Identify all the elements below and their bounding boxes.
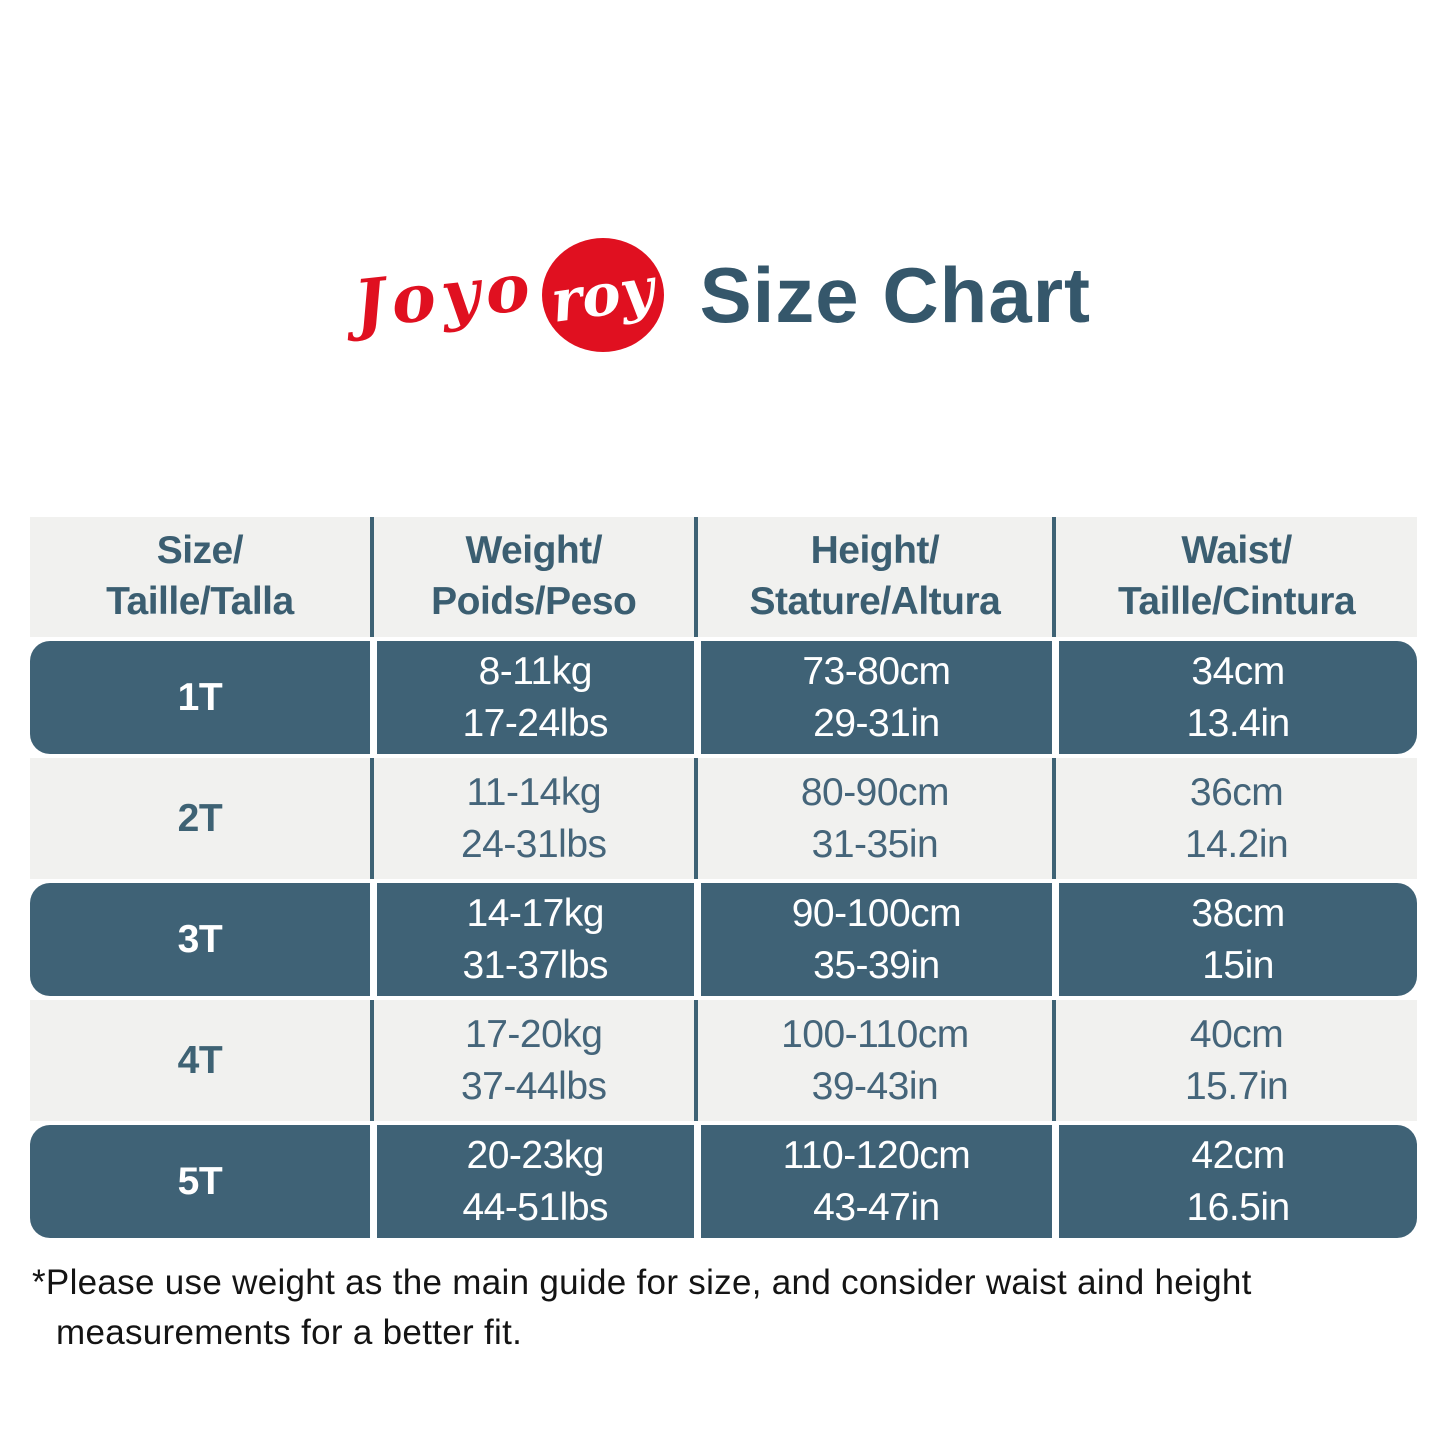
brand-and-title-row: Joyo roy Size Chart (0, 238, 1445, 352)
header-size: Size/ Taille/Talla (106, 529, 294, 623)
cell-weight: 14-17kg 31-37lbs (369, 883, 694, 996)
table-row-2t: 2T 11-14kg 24-31lbs 80-90cm 31-35in 36cm… (30, 758, 1417, 879)
cell-weight: 11-14kg 24-31lbs (369, 758, 694, 879)
header-weight: Weight/ Poids/Peso (369, 517, 694, 637)
footnote-line-2: measurements for a better fit. (56, 1312, 523, 1352)
cell-waist: 36cm 14.2in (1052, 758, 1417, 879)
cell-height: 110-120cm 43-47in (693, 1125, 1053, 1238)
table-row-3t: 3T 14-17kg 31-37lbs 90-100cm 35-39in 38c… (30, 879, 1417, 1000)
brand-logo-circle-text: roy (546, 254, 659, 336)
cell-size: 3T (30, 883, 370, 996)
brand-logo-circle-icon: roy (541, 238, 664, 352)
cell-height: 80-90cm 31-35in (693, 758, 1053, 879)
cell-size: 1T (30, 641, 370, 754)
cell-weight: 17-20kg 37-44lbs (369, 1000, 694, 1121)
cell-waist: 42cm 16.5in (1052, 1125, 1417, 1238)
cell-height: 90-100cm 35-39in (693, 883, 1053, 996)
page-title: Size Chart (699, 251, 1092, 339)
cell-weight: 8-11kg 17-24lbs (369, 641, 694, 754)
cell-height: 73-80cm 29-31in (693, 641, 1053, 754)
table-row-5t: 5T 20-23kg 44-51lbs 110-120cm 43-47in 42… (30, 1121, 1417, 1242)
cell-waist: 40cm 15.7in (1052, 1000, 1417, 1121)
cell-size: 5T (30, 1125, 370, 1238)
header-waist: Waist/ Taille/Cintura (1052, 517, 1417, 637)
table-header-row: Size/ Taille/Talla Weight/ Poids/Peso He… (30, 517, 1417, 637)
cell-weight: 20-23kg 44-51lbs (369, 1125, 694, 1238)
cell-waist: 34cm 13.4in (1052, 641, 1417, 754)
cell-size: 4T (177, 1038, 223, 1082)
cell-waist: 38cm 15in (1052, 883, 1417, 996)
header-height: Height/ Stature/Altura (693, 517, 1053, 637)
size-table: Size/ Taille/Talla Weight/ Poids/Peso He… (30, 517, 1417, 1242)
cell-height: 100-110cm 39-43in (693, 1000, 1053, 1121)
brand-logo: Joyo roy (350, 238, 664, 352)
footnote: *Please use weight as the main guide for… (32, 1258, 1422, 1357)
footnote-line-1: *Please use weight as the main guide for… (32, 1263, 1252, 1302)
brand-logo-script-text: Joyo (350, 246, 540, 344)
cell-size: 2T (177, 796, 223, 840)
table-row-1t: 1T 8-11kg 17-24lbs 73-80cm 29-31in 34cm … (30, 637, 1417, 758)
table-row-4t: 4T 17-20kg 37-44lbs 100-110cm 39-43in 40… (30, 1000, 1417, 1121)
